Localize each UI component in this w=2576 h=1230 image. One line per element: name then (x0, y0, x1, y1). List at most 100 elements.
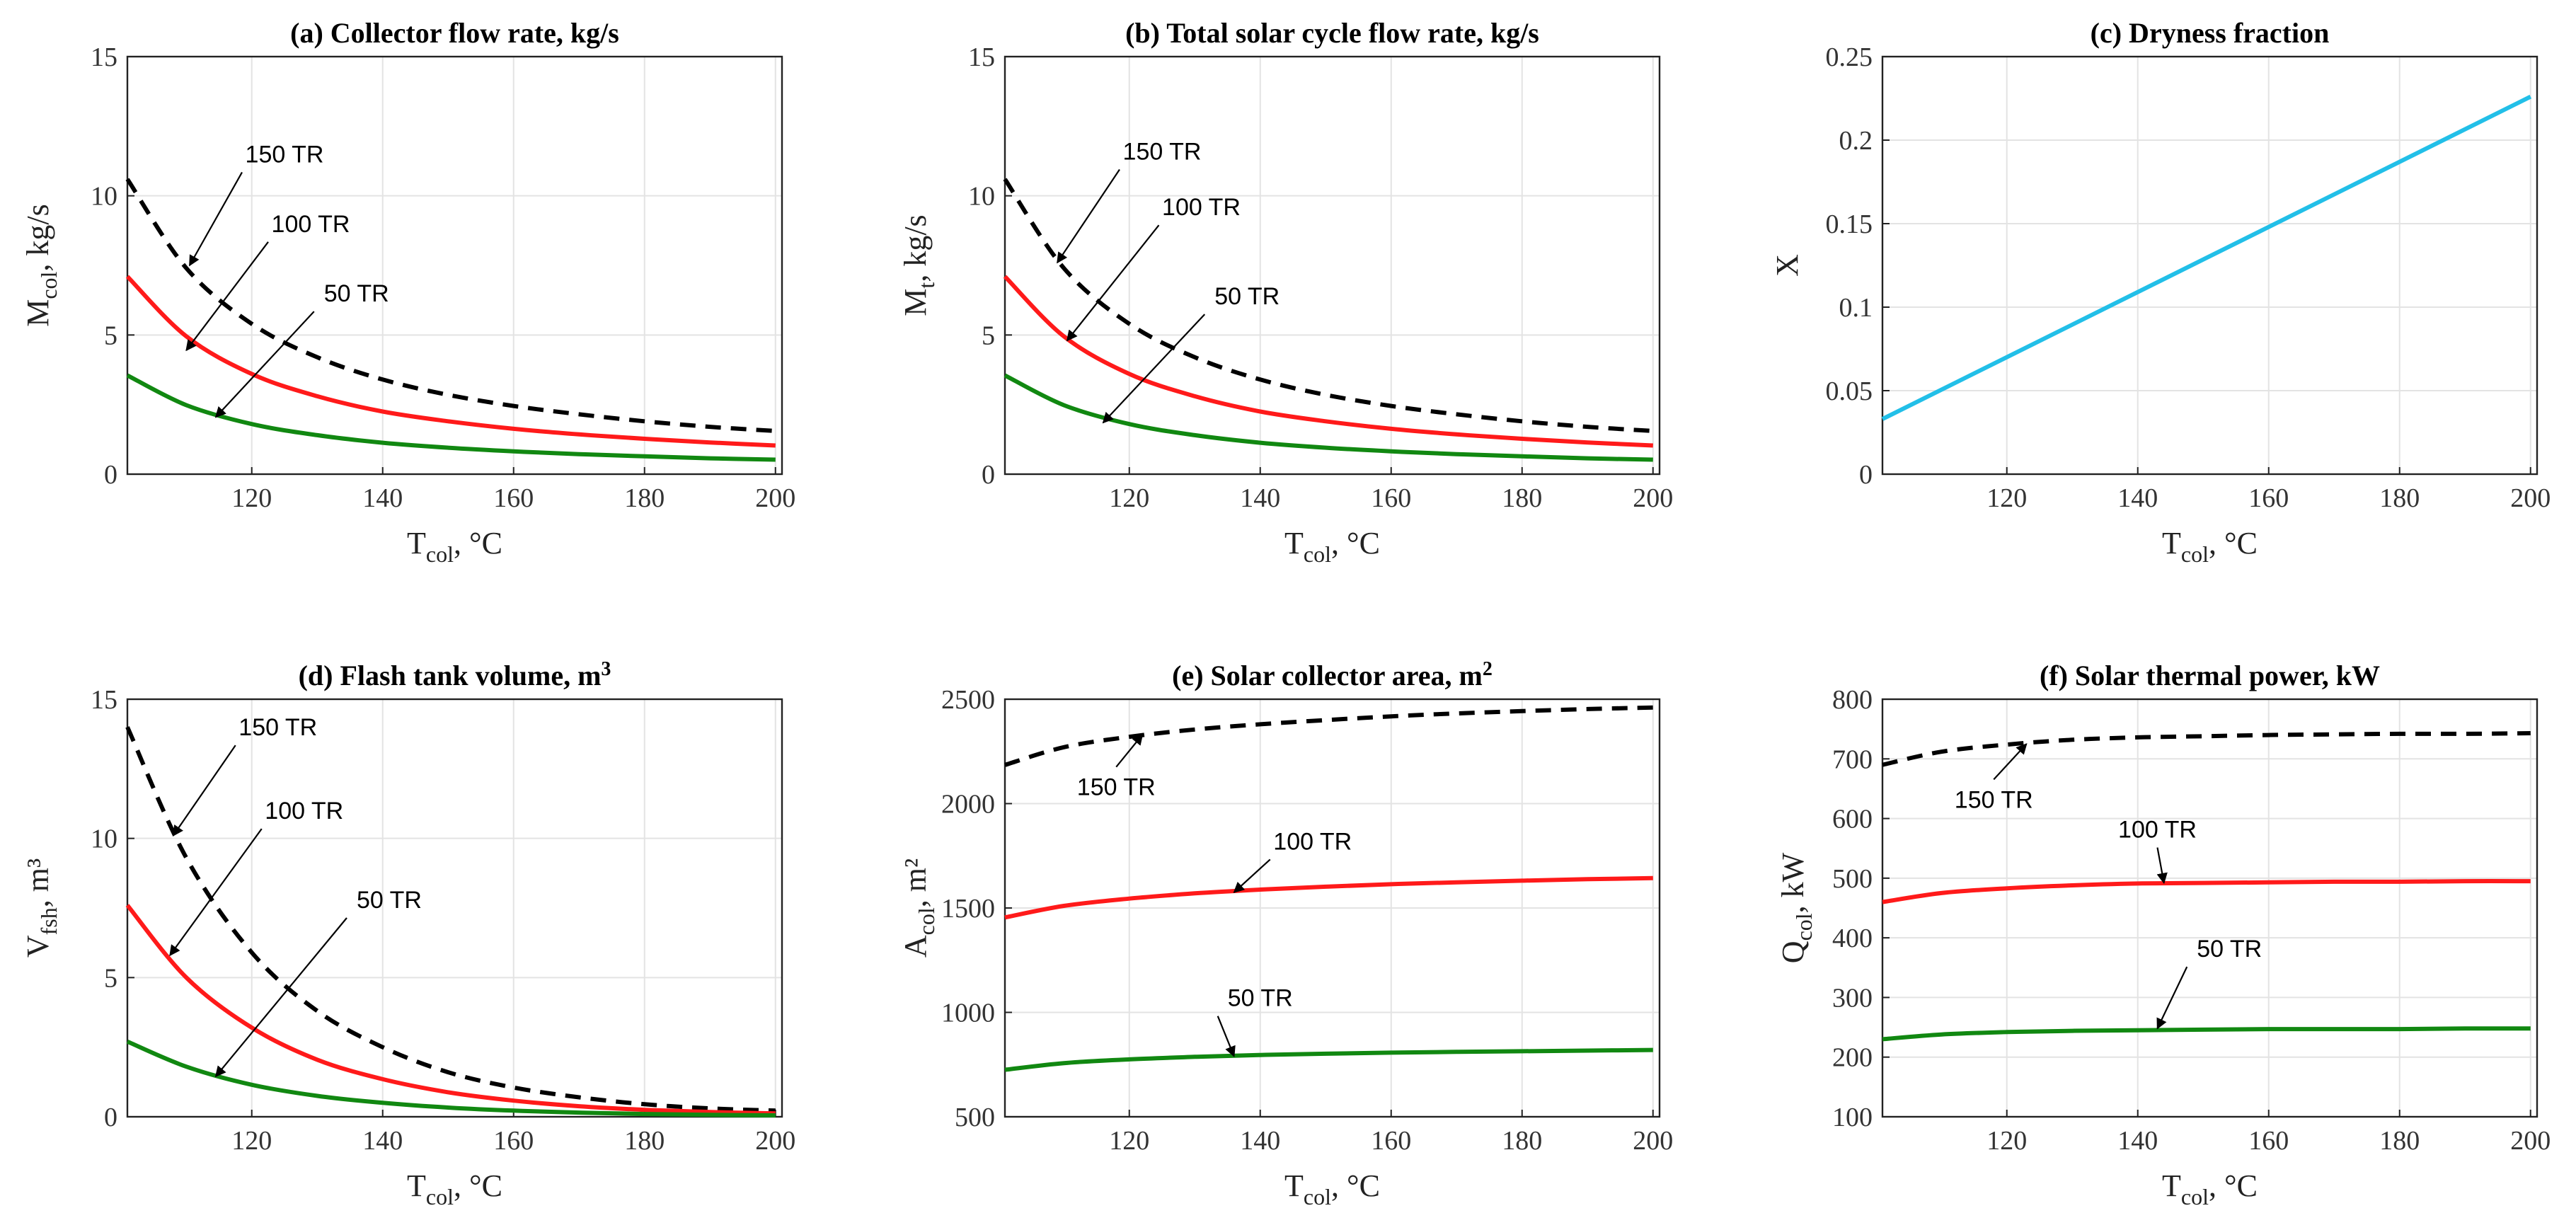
x-tick-label: 120 (231, 1126, 272, 1156)
series-line-50-tr (1882, 1028, 2531, 1039)
y-tick-label: 0.15 (1826, 209, 1873, 239)
y-axis-label: Vfsh, m³ (21, 858, 62, 958)
y-tick-label: 0.1 (1839, 293, 1873, 323)
annotation-arrow (170, 829, 262, 955)
y-tick-label: 0 (982, 460, 995, 490)
plot-frame (1882, 57, 2537, 474)
y-axis-label-main: M (21, 299, 55, 327)
y-axis-label-sub: col (914, 907, 939, 935)
annotation-label: 100 TR (265, 798, 343, 824)
annotation-arrow (173, 745, 236, 836)
y-tick-label: 10 (91, 182, 117, 212)
x-axis-label-sub: col (1304, 541, 1331, 567)
x-axis-label-main: T (2162, 526, 2181, 561)
x-tick-label: 160 (2248, 483, 2289, 513)
y-axis-label: Mt, kg/s (898, 214, 939, 316)
series-line-150-tr (127, 179, 776, 431)
series-line-150-tr (1005, 179, 1653, 431)
panel-title-superscript: 3 (601, 658, 611, 680)
x-axis-label-unit: , °C (454, 526, 502, 561)
x-axis-label-unit: , °C (1331, 1168, 1380, 1203)
x-axis-label-sub: col (2181, 541, 2209, 567)
y-axis-label-sub: col (36, 271, 62, 299)
annotation-label: 50 TR (2197, 936, 2262, 962)
y-axis-label-unit: , m³ (21, 858, 55, 907)
x-tick-label: 180 (1502, 1126, 1542, 1156)
annotation-label: 100 TR (272, 211, 350, 238)
panel-c: 120 140 160 180 20000.050.10.150.20.25(c) Dr… (1770, 17, 2551, 567)
x-axis-label-main: T (407, 526, 426, 561)
y-tick-label: 10 (968, 182, 995, 212)
y-tick-label: 15 (91, 42, 117, 72)
x-tick-label: 180 (624, 1126, 665, 1156)
y-tick-label: 0 (1859, 460, 1873, 490)
panel-b: 120 140 160 180 200 0 5 10 15 (b) Total solar cyc… (898, 17, 1673, 567)
x-tick-label: 120 (1986, 1126, 2027, 1156)
x-tick-label: 140 (362, 483, 403, 513)
x-tick-label: 140 (2117, 483, 2158, 513)
x-tick-label: 140 (2117, 1126, 2158, 1156)
x-axis-label-sub: col (2181, 1184, 2209, 1209)
plot-frame (127, 699, 782, 1117)
x-axis-label-sub: col (426, 1184, 454, 1209)
series-line-100-tr (1005, 878, 1653, 918)
annotation-label: 100 TR (2118, 817, 2197, 844)
x-tick-label: 160 (493, 1126, 534, 1156)
annotation-arrow (1057, 170, 1120, 263)
annotation-label: 150 TR (1123, 139, 1202, 166)
panel-title: (f) Solar thermal power, kW (2040, 660, 2380, 691)
x-tick-label: 120 (231, 483, 272, 513)
x-axis-label-unit: , °C (1331, 526, 1380, 561)
x-axis-label: Tcol, °C (407, 526, 502, 567)
y-tick-label: 800 (1832, 685, 1873, 715)
series-line-150-tr (127, 727, 776, 1110)
y-tick-label: 100 (1832, 1103, 1873, 1132)
x-tick-label: 120 (1109, 1126, 1149, 1156)
series-line-50-tr (1005, 1050, 1653, 1070)
y-axis-label-sub: t (914, 282, 939, 289)
y-axis-label-main: A (898, 935, 933, 958)
y-tick-label: 2000 (941, 790, 995, 820)
annotation-label: 150 TR (1077, 774, 1156, 801)
panel-title: (b) Total solar cycle flow rate, kg/s (1125, 17, 1539, 49)
x-tick-label: 180 (1502, 483, 1542, 513)
annotation-arrow (186, 242, 268, 350)
figure-canvas: 120 140 160 180 200051015(a) Collector flow … (0, 0, 2576, 1230)
x-axis-label-main: T (1284, 526, 1304, 561)
annotation-label: 150 TR (246, 141, 324, 168)
y-axis-label-main: X (1770, 254, 1805, 277)
series-line-50-tr (127, 1042, 776, 1115)
y-axis-label: Mcol, kg/s (21, 204, 62, 327)
y-tick-label: 0.05 (1826, 377, 1873, 406)
series-line-50-tr (1005, 375, 1653, 459)
panel-d: 120 140 160 180 200 0 5 10 15 (d) Flash tank volu… (21, 658, 795, 1209)
annotation-label: 50 TR (324, 280, 389, 307)
y-tick-label: 5 (982, 321, 995, 350)
panel-title-superscript: 2 (1483, 658, 1493, 680)
y-tick-label: 10 (91, 824, 117, 854)
y-axis-label-main: V (21, 935, 55, 958)
y-tick-label: 1000 (941, 999, 995, 1028)
panel-title-text: (a) Collector flow rate, kg/s (290, 17, 619, 49)
y-tick-label: 1500 (941, 894, 995, 924)
x-tick-label: 180 (2379, 483, 2420, 513)
panel-title-text: (d) Flash tank volume, m (299, 660, 602, 691)
panel-title: (a) Collector flow rate, kg/s (290, 17, 619, 49)
y-axis-label-main: M (898, 289, 933, 316)
x-axis-label: Tcol, °C (407, 1168, 502, 1209)
x-tick-label: 120 (1109, 483, 1149, 513)
y-tick-label: 5 (104, 963, 117, 993)
x-tick-label: 200 (1633, 1126, 1673, 1156)
panel-a: 120 140 160 180 200 0 5 10 15 (a) Collector flow … (21, 17, 795, 567)
panel-title-text: (c) Dryness fraction (2091, 17, 2330, 49)
x-tick-label: 200 (2510, 1126, 2551, 1156)
y-axis-label-unit: , kW (1776, 852, 1810, 913)
plot-frame (1882, 699, 2537, 1117)
y-axis-label: Acol, m² (898, 858, 939, 958)
panel-title: (d) Flash tank volume, m3 (299, 658, 611, 691)
x-tick-label: 140 (1240, 483, 1280, 513)
y-tick-label: 0.2 (1839, 126, 1873, 156)
annotation-arrow (216, 918, 347, 1076)
annotation-label: 50 TR (357, 887, 422, 914)
y-tick-label: 0 (104, 460, 117, 490)
